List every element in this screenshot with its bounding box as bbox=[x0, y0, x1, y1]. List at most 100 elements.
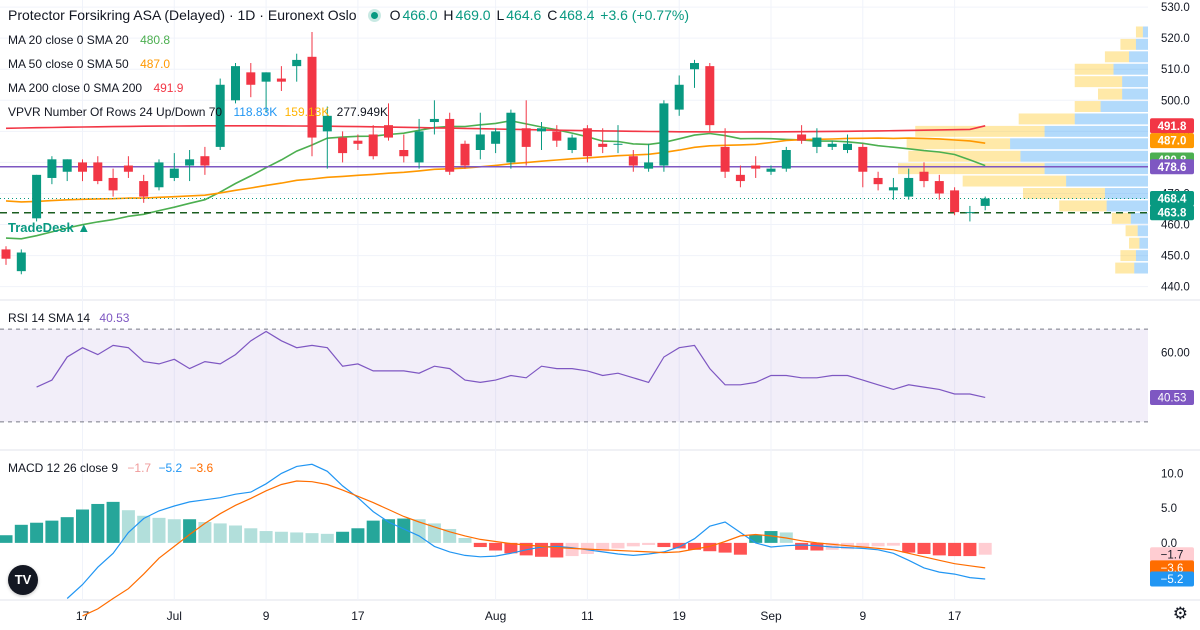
volume-profile-up-bar bbox=[1139, 237, 1148, 249]
candle-body bbox=[674, 84, 684, 110]
candle-body bbox=[613, 143, 623, 145]
candle-body bbox=[154, 162, 164, 188]
vpvr-legend[interactable]: VPVR Number Of Rows 24 Up/Down 70 118.83… bbox=[8, 105, 389, 119]
macd-histogram-bar bbox=[198, 522, 212, 543]
candle-body bbox=[78, 162, 87, 172]
macd-histogram-bar bbox=[106, 501, 120, 543]
price-tick-label: 460.0 bbox=[1161, 220, 1190, 232]
macd-histogram-bar bbox=[504, 542, 518, 554]
candle-body bbox=[414, 131, 424, 163]
volume-profile-down-bar bbox=[1023, 188, 1105, 199]
volume-profile-up-bar bbox=[1134, 262, 1148, 274]
macd-histogram-bar bbox=[412, 519, 426, 543]
candle-body bbox=[62, 159, 72, 172]
candle-body bbox=[445, 118, 455, 172]
symbol-title[interactable]: Protector Forsikring ASA (Delayed) · 1D … bbox=[8, 7, 357, 23]
macd-marker-box bbox=[1150, 571, 1194, 587]
candle-body bbox=[690, 63, 699, 70]
ma20-line bbox=[5, 119, 986, 240]
macd-histogram-bar bbox=[978, 542, 992, 555]
candle-body bbox=[644, 162, 654, 169]
price-marker-label: 487.0 bbox=[1158, 136, 1187, 148]
macd-histogram-bar bbox=[519, 542, 533, 556]
settings-gear-icon[interactable]: ⚙ bbox=[1172, 604, 1188, 623]
candle-body bbox=[399, 150, 409, 157]
macd-histogram-bar bbox=[703, 542, 717, 552]
market-status-icon bbox=[370, 12, 378, 19]
volume-profile-down-bar bbox=[898, 163, 1045, 175]
volume-profile-down-bar bbox=[1104, 51, 1130, 63]
volume-profile-up-bar bbox=[1020, 150, 1148, 162]
macd-histogram-bar bbox=[932, 542, 946, 556]
macd-histogram-bar bbox=[657, 542, 671, 548]
volume-profile-down-bar bbox=[1018, 113, 1075, 125]
macd-histogram-bar bbox=[244, 528, 258, 543]
price-tick-label: 520.0 bbox=[1161, 33, 1190, 45]
volume-profile-down-bar bbox=[1111, 212, 1131, 224]
candle-body bbox=[200, 156, 210, 166]
macd-histogram-bar bbox=[60, 517, 74, 543]
macd-histogram-bar bbox=[473, 542, 487, 548]
volume-profile-down-bar bbox=[906, 138, 1011, 150]
volume-profile-down-bar bbox=[915, 125, 1045, 137]
macd-histogram-bar bbox=[825, 542, 839, 550]
candle-body bbox=[108, 177, 118, 191]
candle-body bbox=[93, 162, 103, 182]
macd-histogram-bar bbox=[45, 520, 59, 543]
volume-profile-up-bar bbox=[1137, 225, 1148, 237]
tradingview-logo-icon[interactable]: TV bbox=[8, 565, 38, 595]
candle-body bbox=[950, 190, 960, 213]
macd-legend[interactable]: MACD 12 26 close 9 −1.7 −5.2 −3.6 bbox=[8, 461, 214, 475]
candle-body bbox=[888, 187, 898, 191]
macd-histogram-bar bbox=[229, 525, 242, 543]
candle-body bbox=[1, 249, 11, 259]
candle-body bbox=[720, 146, 730, 172]
candle-body bbox=[246, 72, 256, 85]
x-tick-label: Sep bbox=[760, 609, 782, 623]
price-tick-label: 500.0 bbox=[1161, 95, 1190, 107]
volume-profile-up-bar bbox=[1142, 26, 1148, 38]
candle-body bbox=[215, 84, 225, 147]
macd-histogram-bar bbox=[580, 542, 594, 554]
volume-profile-up-bar bbox=[1010, 138, 1148, 150]
candle-body bbox=[429, 118, 439, 123]
candle-body bbox=[628, 156, 638, 166]
macd-histogram-bar bbox=[688, 542, 701, 550]
macd-histogram-bar bbox=[213, 523, 227, 543]
macd-histogram-bar bbox=[121, 510, 135, 543]
volume-profile-up-bar bbox=[1135, 38, 1148, 50]
macd-histogram-bar bbox=[550, 542, 564, 558]
rsi-tick-label: 60.00 bbox=[1161, 347, 1190, 359]
volume-profile-up-bar bbox=[1066, 175, 1148, 187]
ma200-legend[interactable]: MA 200 close 0 SMA 200 491.9 bbox=[8, 81, 184, 95]
candle-body bbox=[965, 212, 975, 214]
x-tick-label: 9 bbox=[263, 609, 270, 623]
macd-histogram-bar bbox=[91, 503, 105, 543]
candle-body bbox=[32, 174, 42, 219]
price-marker-box bbox=[1150, 190, 1194, 206]
macd-histogram-bar bbox=[14, 524, 28, 543]
ma50-legend[interactable]: MA 50 close 0 SMA 50 487.0 bbox=[8, 57, 171, 71]
volume-profile-down-bar bbox=[1125, 225, 1138, 237]
macd-histogram-bar bbox=[810, 542, 824, 551]
volume-profile-down-bar bbox=[1098, 88, 1123, 100]
candle-body bbox=[812, 137, 822, 147]
price-marker-label: 491.8 bbox=[1158, 121, 1187, 133]
rsi-legend[interactable]: RSI 14 SMA 14 40.53 bbox=[8, 311, 130, 325]
candle-body bbox=[475, 134, 485, 150]
macd-line bbox=[66, 463, 986, 599]
price-tick-label: 450.0 bbox=[1161, 251, 1190, 263]
candle-body bbox=[904, 177, 914, 197]
candle-body bbox=[368, 134, 378, 157]
ma20-legend[interactable]: MA 20 close 0 SMA 20 480.8 bbox=[8, 33, 171, 47]
x-tick-label: 9 bbox=[859, 609, 866, 623]
candle-body bbox=[353, 140, 363, 144]
volume-profile-down-bar bbox=[1115, 262, 1135, 274]
macd-tick-label: 0.0 bbox=[1161, 538, 1177, 550]
candle-body bbox=[292, 59, 302, 67]
candle-body bbox=[552, 131, 562, 141]
candle-body bbox=[781, 150, 791, 169]
rsi-line bbox=[36, 330, 986, 398]
candle-body bbox=[460, 143, 470, 166]
